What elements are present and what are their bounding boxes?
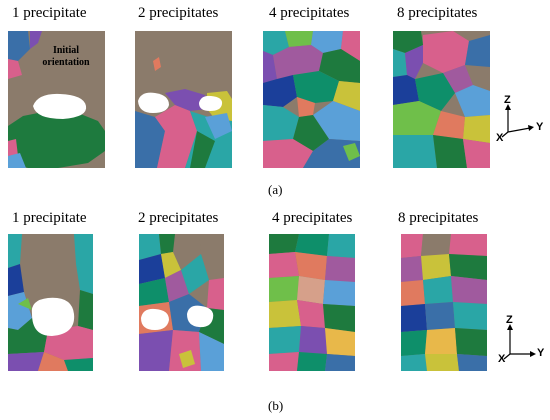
row-a-label-1: 1 precipitate [12,5,87,21]
microstructure-b-2 [139,234,224,371]
microstructure-a-4 [393,31,490,168]
row-b-label-2: 2 precipitates [138,210,219,226]
row-b-label-4: 8 precipitates [398,210,479,226]
microstructure-a-3 [263,31,360,168]
row-b-label-3: 4 precipitates [272,210,353,226]
axis-z-label-a: Z [504,94,511,106]
microstructure-a-2 [135,31,232,168]
axis-x-label-a: X [496,132,504,144]
row-a-label-4: 8 precipitates [397,5,478,21]
axis-y-label-a: Y [536,121,544,133]
axis-triad-b: Z Y X [496,312,546,365]
microstructure-b-4 [401,234,487,371]
axis-z-label-b: Z [506,314,513,326]
axis-x-label-b: X [498,353,506,365]
row-b-label-1: 1 precipitate [12,210,87,226]
caption-b: (b) [268,398,284,413]
axis-y-label-b: Y [537,347,545,359]
initial-orientation-note: Initial orientation [42,45,90,68]
row-a-label-3: 4 precipitates [269,5,350,21]
caption-a: (a) [268,182,283,197]
microstructure-b-1 [8,234,93,371]
axis-triad-a: Z Y X [496,94,546,144]
microstructure-b-3 [269,234,355,371]
row-a-label-2: 2 precipitates [138,5,219,21]
microstructure-a-1 [8,31,105,168]
